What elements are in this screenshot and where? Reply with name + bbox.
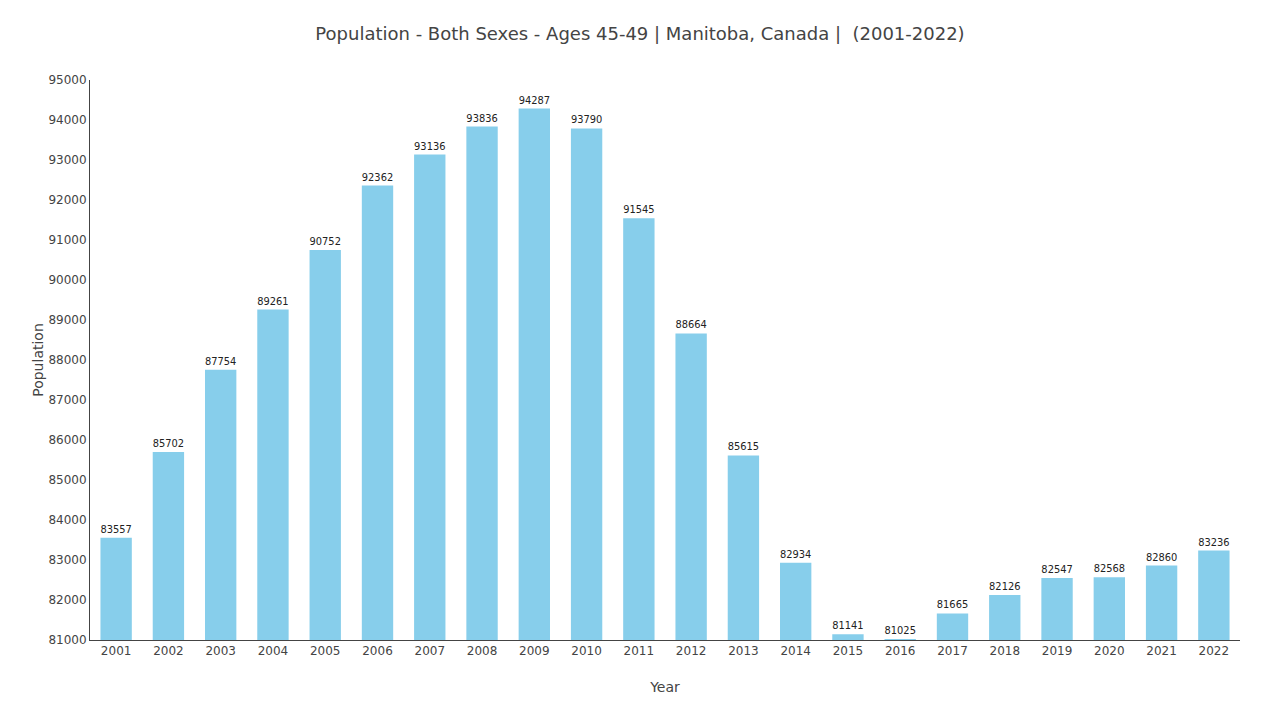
svg-text:2008: 2008 <box>467 644 498 658</box>
svg-text:86000: 86000 <box>48 433 86 447</box>
svg-text:82860: 82860 <box>1146 552 1177 563</box>
svg-text:2019: 2019 <box>1042 644 1073 658</box>
svg-text:81000: 81000 <box>48 633 86 647</box>
svg-text:92362: 92362 <box>362 172 393 183</box>
svg-text:87000: 87000 <box>48 393 86 407</box>
svg-text:90752: 90752 <box>310 236 341 247</box>
svg-text:89000: 89000 <box>48 313 86 327</box>
svg-text:83557: 83557 <box>100 524 131 535</box>
svg-text:2016: 2016 <box>885 644 916 658</box>
svg-text:2010: 2010 <box>571 644 602 658</box>
svg-text:82934: 82934 <box>780 549 811 560</box>
svg-text:82000: 82000 <box>48 593 86 607</box>
svg-text:Year: Year <box>649 679 680 695</box>
svg-text:81025: 81025 <box>885 625 916 636</box>
svg-text:2014: 2014 <box>780 644 811 658</box>
svg-text:2009: 2009 <box>519 644 550 658</box>
svg-text:2003: 2003 <box>205 644 236 658</box>
svg-text:2015: 2015 <box>833 644 864 658</box>
svg-text:2007: 2007 <box>414 644 445 658</box>
svg-text:93136: 93136 <box>414 141 445 152</box>
svg-text:90000: 90000 <box>48 273 86 287</box>
svg-text:2006: 2006 <box>362 644 393 658</box>
svg-text:84000: 84000 <box>48 513 86 527</box>
svg-text:85702: 85702 <box>153 438 184 449</box>
svg-text:82126: 82126 <box>989 581 1020 592</box>
svg-text:94000: 94000 <box>48 113 86 127</box>
svg-text:95000: 95000 <box>48 73 86 87</box>
svg-text:2022: 2022 <box>1199 644 1230 658</box>
svg-text:91545: 91545 <box>623 204 654 215</box>
svg-text:94287: 94287 <box>519 95 550 106</box>
svg-text:88000: 88000 <box>48 353 86 367</box>
svg-text:82547: 82547 <box>1041 564 1072 575</box>
svg-text:2005: 2005 <box>310 644 341 658</box>
svg-text:2002: 2002 <box>153 644 184 658</box>
svg-text:87754: 87754 <box>205 356 236 367</box>
svg-text:81141: 81141 <box>832 620 863 631</box>
svg-text:92000: 92000 <box>48 193 86 207</box>
svg-text:85000: 85000 <box>48 473 86 487</box>
svg-text:83000: 83000 <box>48 553 86 567</box>
svg-text:93000: 93000 <box>48 153 86 167</box>
svg-text:2004: 2004 <box>258 644 289 658</box>
svg-text:93790: 93790 <box>571 114 602 125</box>
svg-text:81665: 81665 <box>937 599 968 610</box>
svg-text:83236: 83236 <box>1198 537 1229 548</box>
svg-text:2013: 2013 <box>728 644 759 658</box>
svg-text:Population: Population <box>30 323 46 397</box>
svg-text:Population - Both Sexes - Ages: Population - Both Sexes - Ages 45-49 | M… <box>315 23 964 44</box>
svg-text:91000: 91000 <box>48 233 86 247</box>
svg-text:2017: 2017 <box>937 644 968 658</box>
svg-text:85615: 85615 <box>728 441 759 452</box>
svg-text:93836: 93836 <box>466 113 497 124</box>
svg-text:2018: 2018 <box>989 644 1020 658</box>
svg-text:2012: 2012 <box>676 644 707 658</box>
svg-text:2001: 2001 <box>101 644 132 658</box>
svg-text:2011: 2011 <box>624 644 655 658</box>
svg-text:89261: 89261 <box>257 296 288 307</box>
svg-text:2021: 2021 <box>1146 644 1177 658</box>
svg-text:2020: 2020 <box>1094 644 1125 658</box>
svg-text:88664: 88664 <box>675 319 706 330</box>
svg-text:82568: 82568 <box>1094 563 1125 574</box>
